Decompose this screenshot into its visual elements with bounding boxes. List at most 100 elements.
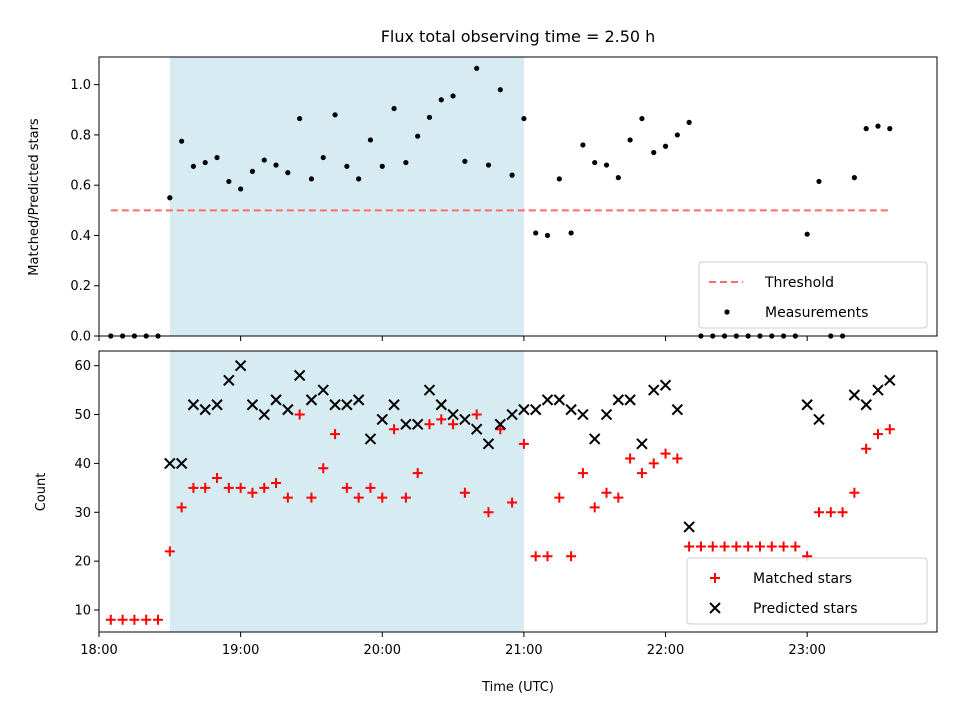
data-point — [509, 172, 515, 178]
data-point — [474, 65, 480, 71]
y-tick-label: 60 — [74, 359, 91, 374]
data-point — [352, 394, 365, 406]
x-tick-label: 21:00 — [505, 643, 542, 658]
legend-label: Measurements — [765, 305, 868, 321]
data-point — [306, 492, 317, 503]
data-point — [813, 507, 824, 518]
data-point — [424, 419, 435, 430]
data-point — [117, 614, 128, 625]
data-point — [483, 507, 494, 518]
data-point — [801, 399, 813, 411]
data-point — [813, 413, 825, 426]
data-point — [825, 507, 836, 518]
data-point — [330, 429, 341, 440]
y-tick-label: 40 — [74, 457, 91, 472]
data-point — [200, 482, 211, 493]
data-point — [364, 433, 377, 445]
data-point — [187, 399, 200, 411]
data-point — [816, 178, 822, 185]
data-point — [294, 409, 305, 420]
data-point — [863, 126, 869, 132]
data-point — [566, 551, 577, 562]
data-point — [544, 232, 551, 239]
data-point — [568, 230, 574, 236]
data-point — [415, 133, 421, 139]
y-tick-label: 10 — [74, 604, 91, 619]
series-predicted-stars — [164, 359, 896, 533]
data-point — [648, 458, 659, 469]
data-point — [778, 541, 789, 552]
data-point — [861, 443, 872, 454]
legend-marker — [724, 309, 730, 315]
data-point — [592, 159, 598, 166]
data-point — [707, 541, 718, 552]
y-tick-label: 20 — [74, 555, 91, 570]
data-point — [754, 541, 765, 552]
data-point — [459, 487, 470, 498]
data-point — [282, 403, 294, 416]
observing-span — [169, 57, 524, 336]
data-point — [450, 93, 456, 99]
data-point — [766, 541, 777, 552]
data-point — [344, 163, 350, 169]
x-tick-label: 20:00 — [364, 643, 401, 658]
data-point — [285, 170, 291, 176]
data-point — [600, 408, 613, 421]
data-point — [329, 399, 341, 411]
data-point — [790, 541, 801, 552]
data-point — [448, 419, 459, 430]
data-point — [164, 457, 176, 470]
data-point — [495, 424, 506, 435]
data-point — [485, 162, 492, 168]
data-point — [518, 403, 530, 416]
data-point — [282, 492, 293, 503]
data-point — [636, 438, 648, 450]
data-point — [884, 424, 895, 435]
chart-title: Flux total observing time = 2.50 h — [381, 27, 656, 46]
data-point — [400, 492, 411, 503]
y-tick-label: 0.2 — [70, 279, 91, 294]
data-point — [377, 492, 388, 503]
data-point — [507, 497, 518, 508]
data-point — [356, 176, 362, 182]
data-point — [639, 115, 645, 122]
data-point — [671, 403, 684, 416]
data-point — [400, 418, 412, 431]
data-point — [426, 114, 433, 120]
data-point — [589, 433, 601, 445]
data-point — [175, 457, 188, 470]
data-point — [141, 614, 152, 625]
top-panel: Flux total observing time = 2.50 h Match… — [27, 27, 938, 345]
data-point — [190, 163, 197, 169]
legend: Threshold Measurements — [698, 261, 928, 329]
data-point — [447, 408, 459, 421]
y-tick-label: 1.0 — [70, 78, 91, 93]
data-point — [389, 424, 400, 435]
data-point — [683, 521, 695, 533]
data-point — [672, 453, 683, 464]
plot-frame — [98, 350, 938, 633]
y-tick-label: 30 — [74, 506, 91, 521]
data-point — [542, 551, 553, 562]
data-point — [153, 614, 164, 625]
data-point — [223, 374, 235, 387]
data-point — [211, 399, 223, 411]
data-point — [719, 541, 730, 552]
data-point — [379, 163, 385, 169]
data-point — [247, 487, 258, 498]
bottom-y-axis-label: Count — [34, 473, 49, 512]
x-tick-label: 19:00 — [222, 643, 259, 658]
legend: Matched stars Predicted stars — [686, 557, 928, 625]
x-axis-label: Time (UTC) — [481, 680, 554, 695]
data-point — [589, 502, 600, 513]
data-point — [223, 482, 234, 493]
data-point — [580, 142, 586, 148]
data-point — [226, 178, 232, 185]
x-tick-label: 22:00 — [647, 643, 684, 658]
data-point — [674, 132, 680, 138]
data-point — [258, 408, 270, 421]
data-point — [577, 408, 589, 421]
data-point — [188, 482, 199, 493]
data-point — [199, 403, 211, 416]
